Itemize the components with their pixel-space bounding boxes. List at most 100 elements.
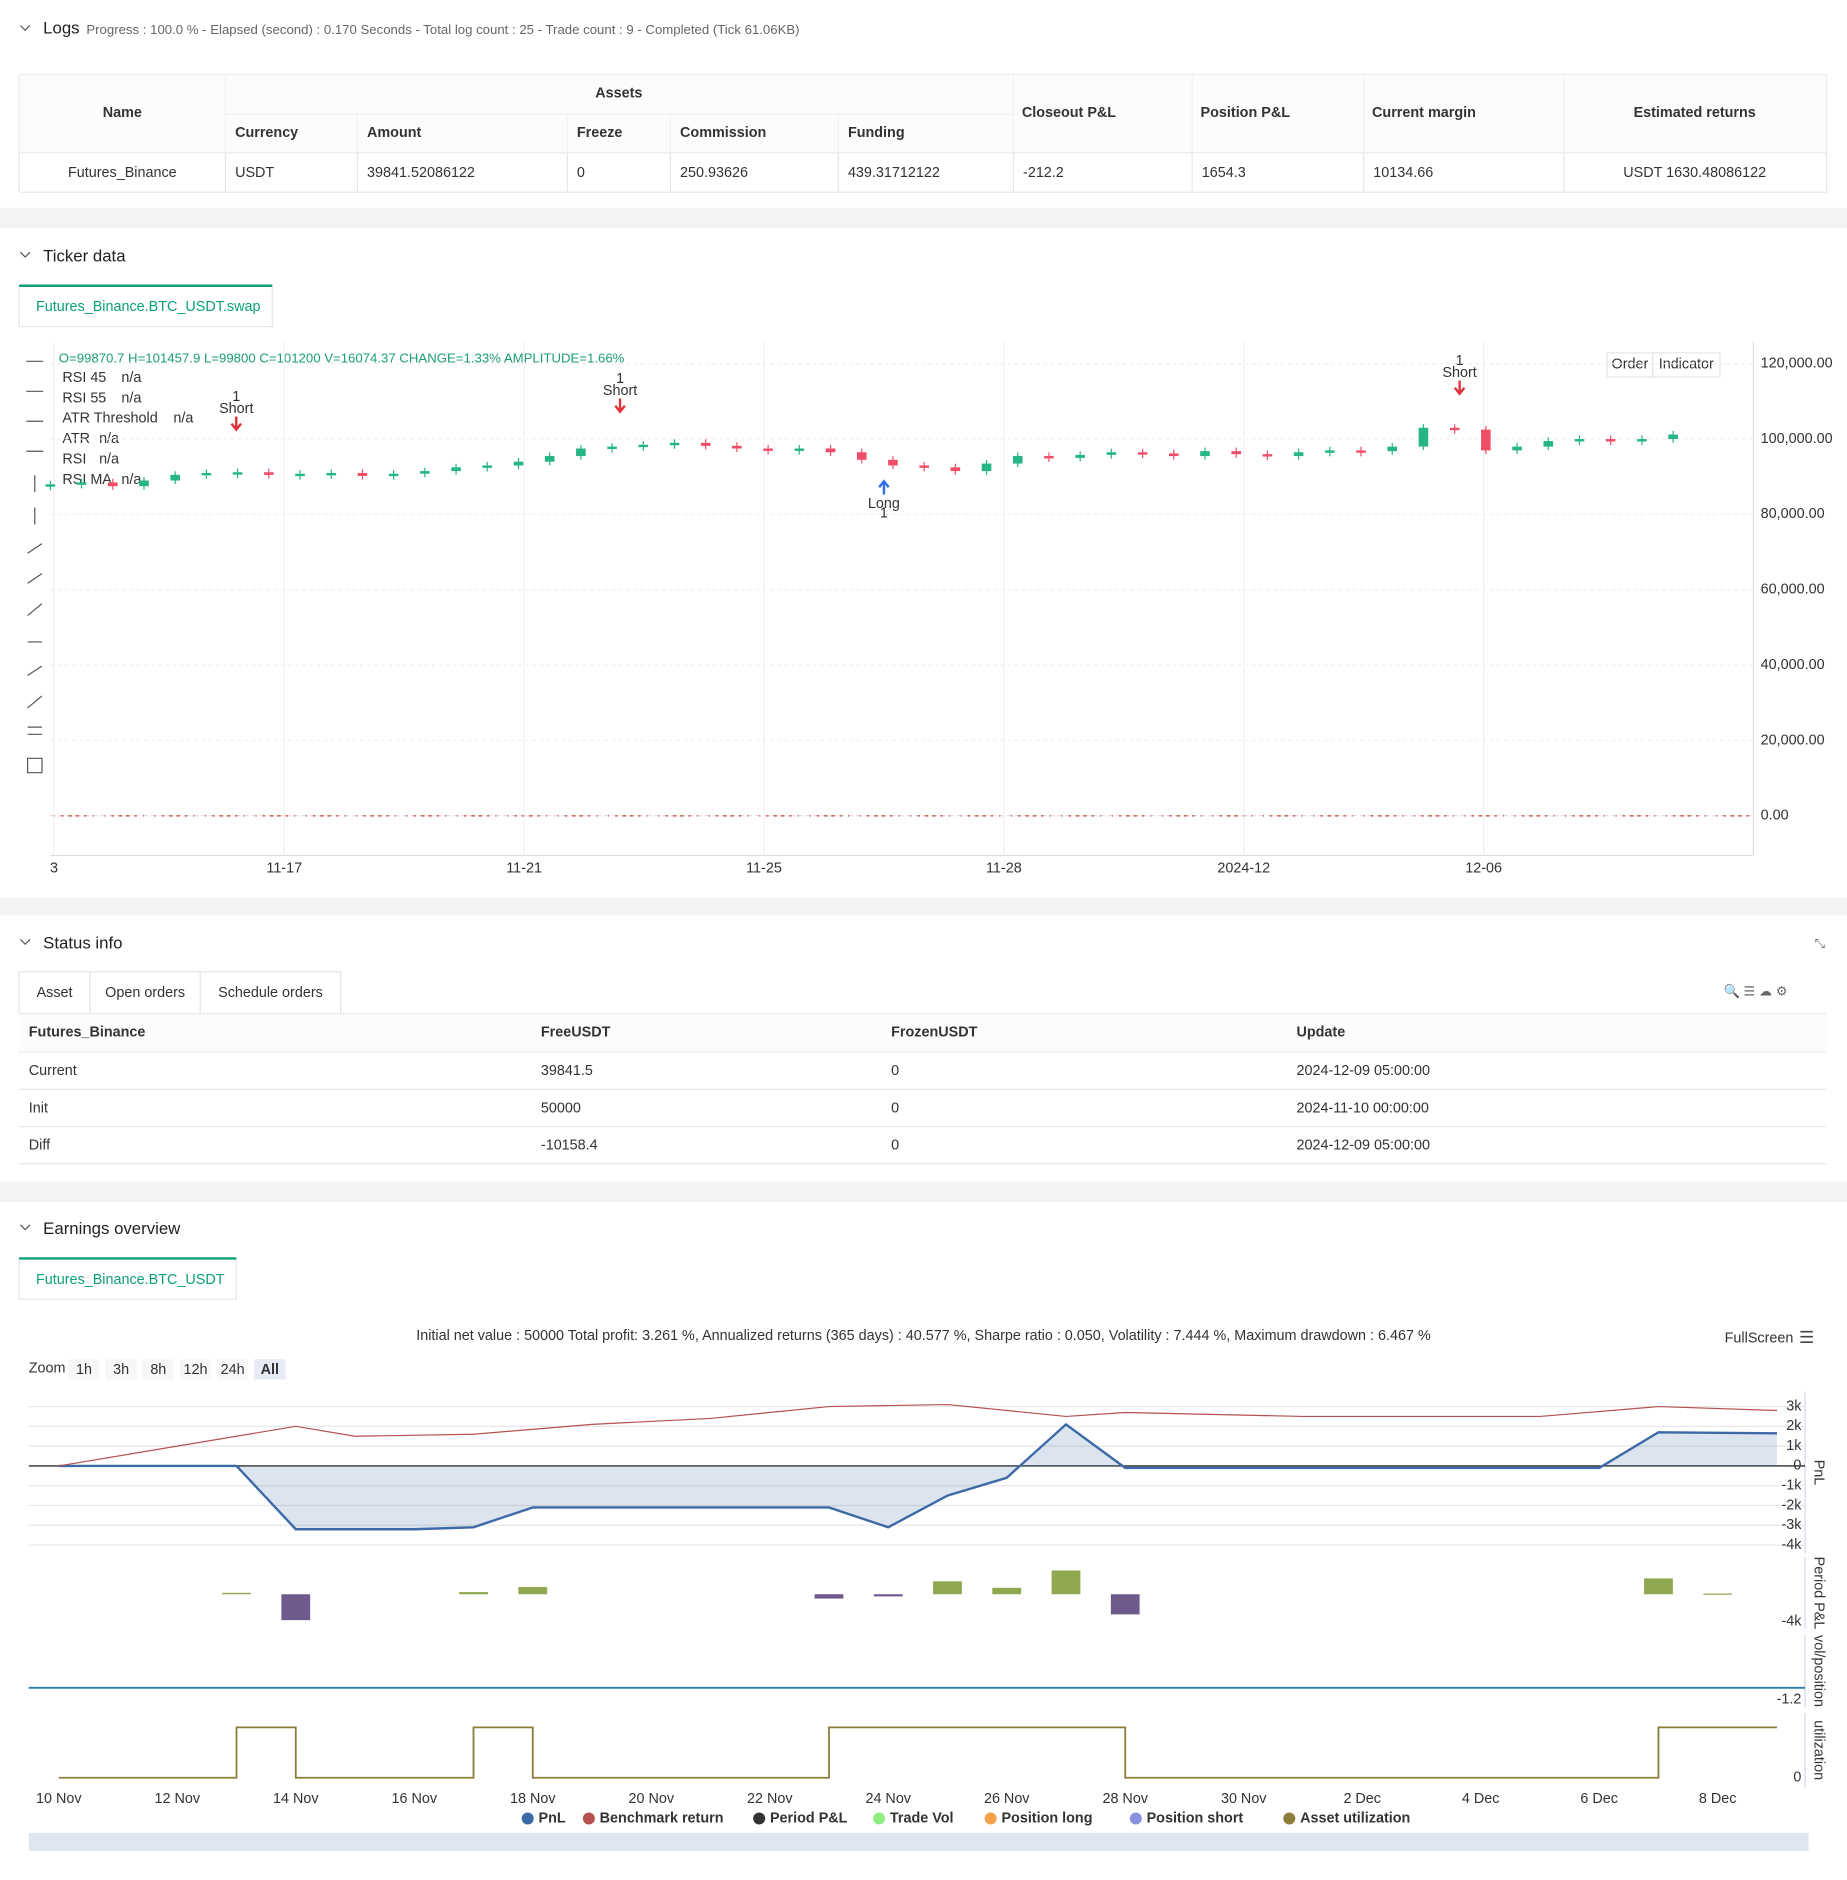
zoom-button-label[interactable]: All — [261, 1362, 279, 1378]
table-header: Closeout P&L — [1022, 105, 1116, 121]
table-header: Funding — [848, 125, 905, 141]
panel-label: vol/position — [1810, 1635, 1826, 1707]
tab-label[interactable]: Asset — [37, 985, 73, 1001]
zoom-button[interactable] — [68, 1359, 100, 1380]
candle — [513, 461, 524, 466]
table-cell: USDT — [235, 165, 274, 181]
tab[interactable] — [199, 971, 342, 1015]
legend-swatch — [753, 1812, 766, 1825]
x-tick-label: 11-21 — [506, 860, 542, 876]
zoom-button-label[interactable]: 1h — [76, 1362, 92, 1378]
candle — [1637, 439, 1647, 442]
zoom-button[interactable] — [179, 1359, 212, 1380]
y-tick-label: 80,000.00 — [1761, 506, 1825, 522]
tab-label[interactable]: Open orders — [105, 985, 185, 1001]
table-header: FreeUSDT — [541, 1025, 611, 1041]
period-bar — [518, 1587, 548, 1595]
zoom-button-label[interactable]: 8h — [150, 1362, 166, 1378]
candle — [1325, 450, 1335, 453]
table-cell: Diff — [29, 1137, 51, 1153]
candle — [981, 463, 992, 472]
x-tick-label: 10 Nov — [36, 1791, 82, 1807]
chart-button-label[interactable]: Indicator — [1659, 357, 1714, 373]
toolbar-icons[interactable]: 🔍 ☰ ☁ ⚙ — [1723, 983, 1787, 999]
period-bar — [1110, 1594, 1140, 1615]
area — [58, 1424, 1777, 1530]
indicator-value: n/a — [173, 411, 193, 427]
fullscreen[interactable]: FullScreen — [1725, 1331, 1794, 1347]
candle — [1387, 446, 1398, 452]
tab-label[interactable]: Schedule orders — [218, 985, 323, 1001]
table-header: Update — [1296, 1025, 1345, 1041]
table-cell: 0 — [891, 1100, 899, 1116]
x-tick-label: 2024-12 — [1217, 860, 1270, 876]
legend-label[interactable]: PnL — [539, 1810, 566, 1826]
y-tick-label: 60,000.00 — [1761, 582, 1825, 598]
candle — [170, 474, 180, 481]
candle — [888, 459, 898, 466]
x-tick-label: 4 Dec — [1462, 1791, 1500, 1807]
period-bar — [1644, 1578, 1673, 1595]
drawing-toolbar[interactable] — [26, 360, 44, 774]
chart-button-label[interactable]: Order — [1612, 357, 1649, 373]
separator — [0, 897, 1847, 916]
period-bar — [873, 1594, 903, 1597]
ohlc: O=99870.7 H=101457.9 L=99800 C=101200 V=… — [59, 350, 625, 365]
table-cell: 1654.3 — [1202, 165, 1246, 181]
fullscreen-icon[interactable]: ☰ — [1799, 1328, 1814, 1347]
x-tick-label: 28 Nov — [1102, 1791, 1148, 1807]
expand-icon[interactable]: ⤡ — [1815, 936, 1826, 951]
tab[interactable] — [18, 971, 91, 1015]
zoom-button[interactable] — [254, 1359, 286, 1380]
legend-label[interactable]: Position short — [1147, 1810, 1244, 1826]
legend-label[interactable]: Position long — [1001, 1810, 1092, 1826]
candle — [1200, 451, 1210, 457]
zoom-button-label[interactable]: 3h — [113, 1362, 129, 1378]
zoom-button-label[interactable]: 12h — [184, 1362, 208, 1378]
table-header: Name — [103, 105, 142, 121]
section-title: Logs — [43, 19, 79, 38]
legend-label[interactable]: Asset utilization — [1300, 1810, 1410, 1826]
signal-count: 1 — [616, 371, 624, 387]
table-cell: 39841.52086122 — [367, 165, 475, 181]
legend-label[interactable]: Trade Vol — [890, 1810, 954, 1826]
tab[interactable] — [18, 1257, 237, 1300]
table-header: Position P&L — [1201, 105, 1291, 121]
y-tick-label: 2k — [1786, 1418, 1802, 1434]
legend-label[interactable]: Benchmark return — [600, 1810, 724, 1826]
y-tick-label: 0.00 — [1761, 808, 1789, 824]
table-header: Amount — [367, 125, 422, 141]
section-title: Earnings overview — [43, 1219, 181, 1238]
candle — [76, 482, 87, 485]
indicator-name: RSI 55 — [62, 390, 106, 406]
x-tick-label: 2 Dec — [1343, 1791, 1381, 1807]
tab-label[interactable]: Futures_Binance.BTC_USDT.swap — [36, 299, 261, 315]
navigator[interactable] — [28, 1832, 1809, 1851]
legend-label[interactable]: Period P&L — [770, 1810, 848, 1826]
table-cell: 2024-12-09 05:00:00 — [1296, 1137, 1429, 1153]
zoom-button[interactable] — [105, 1359, 137, 1380]
header-bg — [19, 1013, 1827, 1053]
chart-button[interactable] — [1652, 352, 1721, 378]
x-tick-label: 12 Nov — [154, 1791, 200, 1807]
y-tick-label: 0 — [1793, 1458, 1801, 1474]
y-tick-label: -3k — [1781, 1517, 1802, 1533]
candle — [1543, 440, 1554, 447]
table-cell: -10158.4 — [541, 1137, 598, 1153]
zoom-button-label[interactable]: 24h — [221, 1362, 245, 1378]
zoom-button[interactable] — [217, 1359, 249, 1380]
signal-count: 1 — [1456, 353, 1464, 369]
y-tick-label: 120,000.00 — [1761, 356, 1833, 372]
signal-arrow — [230, 416, 243, 432]
candle — [669, 442, 680, 446]
zoom-button[interactable] — [142, 1359, 174, 1380]
x-tick-label: 18 Nov — [510, 1791, 556, 1807]
signal-count: 1 — [232, 389, 240, 405]
tab-label[interactable]: Futures_Binance.BTC_USDT — [36, 1272, 225, 1288]
candle — [107, 482, 118, 487]
signal-label: Short — [603, 383, 637, 399]
panel-label: utilization — [1810, 1720, 1826, 1780]
tab[interactable] — [89, 971, 201, 1015]
signal-arrow — [1453, 380, 1466, 396]
